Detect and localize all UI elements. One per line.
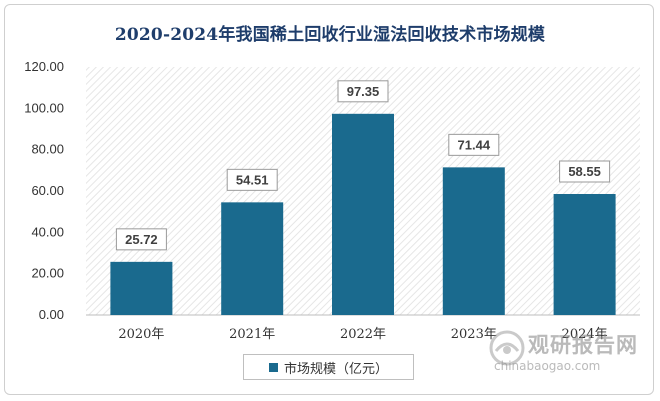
data-label: 97.35 — [347, 84, 380, 99]
x-tick-label: 2020年 — [118, 327, 164, 342]
bars — [110, 113, 616, 315]
data-label-box — [337, 80, 389, 103]
x-tick-label: 2021年 — [229, 327, 275, 342]
data-label: 25.72 — [125, 232, 158, 247]
watermark-text: 观研报告网 — [528, 333, 638, 357]
data-label: 54.51 — [236, 172, 269, 187]
bar — [221, 202, 284, 315]
y-axis: 0.00 20.00 40.00 60.00 80.00 100.00 120.00 — [24, 59, 640, 322]
x-tick-label: 2022年 — [340, 327, 386, 342]
legend-label: 市场规模（亿元） — [283, 361, 388, 377]
y-tick-label: 100.00 — [24, 100, 64, 115]
watermark-url: chinabaogao.com — [494, 359, 601, 373]
y-tick-label: 120.00 — [24, 59, 64, 74]
watermark: 观研报告网 chinabaogao.com — [488, 327, 648, 377]
bar — [553, 193, 616, 315]
x-tick-label: 2023年 — [451, 327, 497, 342]
data-label: 71.44 — [458, 137, 491, 152]
bar — [110, 261, 173, 315]
x-tick-label: 2024年 — [562, 327, 608, 342]
y-tick-label: 80.00 — [31, 142, 64, 157]
y-tick-label: 60.00 — [31, 183, 64, 198]
x-axis: 2020年 2021年 2022年 2023年 2024年 — [118, 327, 607, 342]
watermark-logo-icon — [489, 330, 525, 366]
data-label-box — [448, 133, 500, 156]
bar — [442, 167, 505, 315]
data-label-box — [559, 160, 611, 183]
data-label: 58.55 — [568, 164, 601, 179]
data-label-box — [226, 168, 278, 191]
y-tick-label: 40.00 — [31, 224, 64, 239]
y-tick-label: 20.00 — [31, 266, 64, 281]
legend-swatch — [268, 362, 278, 372]
y-tick-label: 0.00 — [39, 307, 64, 322]
chart-title: 2020-2024年我国稀土回收行业湿法回收技术市场规模 — [114, 25, 546, 45]
legend: 市场规模（亿元） — [243, 354, 414, 380]
data-label-box — [115, 228, 167, 251]
data-labels: 25.72 54.51 97.35 71.44 58.55 — [115, 80, 611, 251]
bar — [332, 113, 394, 315]
